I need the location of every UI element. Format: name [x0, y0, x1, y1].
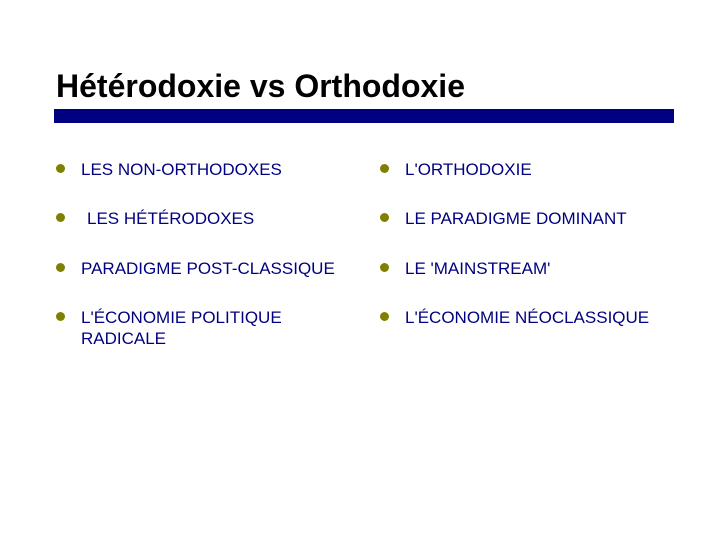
slide: Hétérodoxie vs Orthodoxie LES NON-ORTHOD…: [0, 0, 720, 540]
list-item: L'ORTHODOXIE: [380, 159, 664, 180]
list-item: LES NON-ORTHODOXES: [56, 159, 340, 180]
bullet-icon: [380, 213, 389, 222]
list-item-text: PARADIGME POST-CLASSIQUE: [81, 258, 335, 279]
list-item-text: LE 'MAINSTREAM': [405, 258, 550, 279]
list-item: PARADIGME POST-CLASSIQUE: [56, 258, 340, 279]
list-item: LE 'MAINSTREAM': [380, 258, 664, 279]
right-column: L'ORTHODOXIE LE PARADIGME DOMINANT LE 'M…: [380, 159, 664, 377]
list-item-text: LES HÉTÉRODOXES: [81, 208, 254, 229]
bullet-icon: [380, 164, 389, 173]
list-item-text: LES NON-ORTHODOXES: [81, 159, 282, 180]
bullet-icon: [380, 312, 389, 321]
list-item: LE PARADIGME DOMINANT: [380, 208, 664, 229]
title-underline: [54, 109, 674, 123]
list-item-text: LE PARADIGME DOMINANT: [405, 208, 627, 229]
list-item-text: L'ÉCONOMIE NÉOCLASSIQUE: [405, 307, 649, 328]
bullet-icon: [56, 312, 65, 321]
bullet-icon: [56, 263, 65, 272]
list-item: L'ÉCONOMIE POLITIQUE RADICALE: [56, 307, 340, 350]
bullet-icon: [56, 164, 65, 173]
list-item: L'ÉCONOMIE NÉOCLASSIQUE: [380, 307, 664, 328]
bullet-icon: [56, 213, 65, 222]
slide-title: Hétérodoxie vs Orthodoxie: [56, 68, 664, 105]
bullet-icon: [380, 263, 389, 272]
list-item: LES HÉTÉRODOXES: [56, 208, 340, 229]
columns-container: LES NON-ORTHODOXES LES HÉTÉRODOXES PARAD…: [56, 159, 664, 377]
list-item-text: L'ÉCONOMIE POLITIQUE RADICALE: [81, 307, 340, 350]
left-column: LES NON-ORTHODOXES LES HÉTÉRODOXES PARAD…: [56, 159, 340, 377]
list-item-text: L'ORTHODOXIE: [405, 159, 532, 180]
